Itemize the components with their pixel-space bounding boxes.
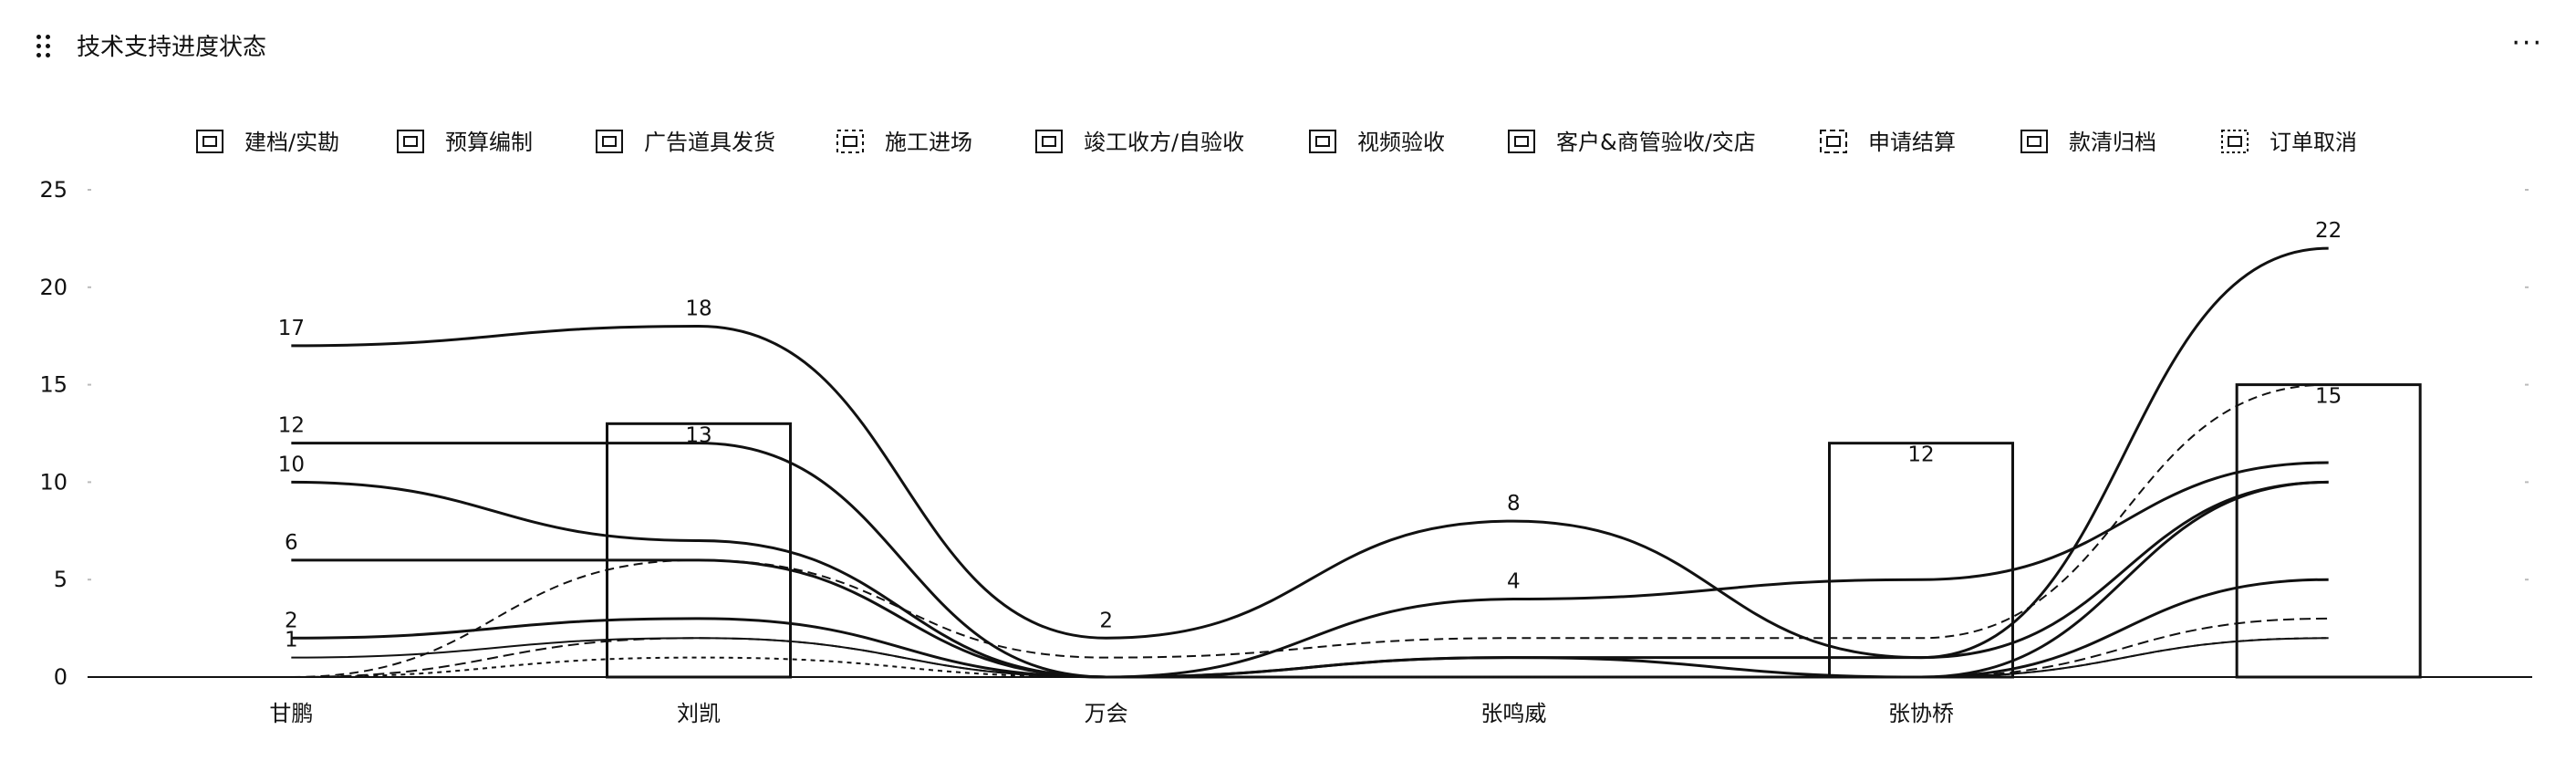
data-label: 4 [1507, 570, 1521, 594]
data-label: 12 [1907, 443, 1934, 467]
line-款清归档[interactable] [291, 637, 2329, 679]
bar-series [606, 383, 2422, 679]
legend-swatch-inner [843, 136, 857, 147]
legend-label: 竣工收方/自验收 [1084, 130, 1244, 155]
legend-swatch [2020, 130, 2048, 153]
y-tick-label: 25 [39, 177, 68, 203]
x-axis: 甘鹏 刘凯 万会 张鸣威 张协桥 [88, 676, 2532, 726]
legend-item-客户-商管验收-交店[interactable]: 客户&商管验收/交店 [1508, 130, 1756, 155]
line-series [291, 246, 2329, 679]
legend-swatch-inner [1042, 136, 1056, 147]
legend-swatch-inner [203, 136, 217, 147]
legend-swatch-inner [1826, 136, 1841, 147]
legend-label: 建档/实勘 [244, 130, 339, 155]
data-label: 17 [278, 317, 305, 340]
data-label: 8 [1507, 492, 1521, 516]
legend-label: 预算编制 [445, 130, 533, 155]
legend-label: 视频验收 [1357, 130, 1445, 155]
legend-swatch-inner [2027, 136, 2041, 147]
legend-label: 申请结算 [1868, 130, 1956, 155]
data-label: 1 [285, 629, 298, 652]
legend-label: 客户&商管验收/交店 [1556, 130, 1756, 155]
y-tick-label: 20 [39, 275, 68, 300]
legend-item-订单取消[interactable]: 订单取消 [2221, 130, 2357, 155]
legend-item-预算编制[interactable]: 预算编制 [397, 130, 533, 155]
y-axis: 0 5 10 15 20 25 [39, 177, 2529, 690]
y-tick-label: 0 [54, 664, 68, 690]
drag-handle-icon[interactable] [36, 35, 53, 62]
x-tick-label: 刘凯 [677, 701, 721, 726]
line-客户-商管验收-交店[interactable] [291, 578, 2329, 679]
data-label: 2 [1099, 609, 1113, 632]
legend-swatch-inner [1514, 136, 1529, 147]
bar-建档-实勘[interactable] [606, 422, 792, 679]
legend-item-竣工收方-自验收[interactable]: 竣工收方/自验收 [1035, 130, 1244, 155]
legend-swatch [196, 130, 223, 153]
legend-item-广告道具发货[interactable]: 广告道具发货 [596, 130, 775, 155]
legend-item-款清归档[interactable]: 款清归档 [2020, 130, 2156, 155]
legend-swatch [1508, 130, 1535, 153]
data-label: 18 [685, 297, 712, 321]
legend-swatch [397, 130, 424, 153]
legend-item-建档-实勘[interactable]: 建档/实勘 [196, 130, 339, 155]
card-header: 技术支持进度状态 ··· [0, 0, 2576, 88]
line-申请结算[interactable] [291, 617, 2329, 679]
legend-swatch [1820, 130, 1847, 153]
legend-swatch [1035, 130, 1063, 153]
legend-swatch [1309, 130, 1336, 153]
x-tick-label: 万会 [1085, 701, 1128, 726]
data-label: 22 [2315, 219, 2342, 243]
legend-label: 施工进场 [885, 130, 972, 155]
y-tick-label: 5 [54, 567, 68, 592]
y-tick-label: 15 [39, 372, 68, 398]
legend-item-申请结算[interactable]: 申请结算 [1820, 130, 1956, 155]
x-tick-label: 张鸣威 [1480, 701, 1546, 726]
data-label: 12 [278, 414, 305, 438]
legend-label: 款清归档 [2069, 130, 2156, 155]
data-label: 6 [285, 531, 298, 555]
legend-swatch-inner [1315, 136, 1330, 147]
legend-label: 广告道具发货 [644, 130, 775, 155]
legend-item-施工进场[interactable]: 施工进场 [836, 130, 972, 155]
data-label: 10 [278, 453, 305, 476]
legend-item-视频验收[interactable]: 视频验收 [1309, 130, 1445, 155]
bar-建档-实勘[interactable] [2235, 383, 2422, 679]
card-title: 技术支持进度状态 [77, 34, 267, 61]
line-订单取消[interactable] [291, 637, 2329, 679]
line-施工进场[interactable] [291, 383, 2329, 678]
line-预算编制[interactable] [291, 246, 2329, 660]
legend-swatch [2221, 130, 2249, 153]
x-tick-label: 张协桥 [1888, 701, 1954, 726]
chart-legend[interactable]: 建档/实勘 预算编制 广告道具发货 施工进场 竣工收方/自验收 视频验收 客户&商管验收/交… [196, 130, 2357, 155]
legend-label: 订单取消 [2270, 130, 2357, 155]
legend-swatch [836, 130, 864, 153]
legend-swatch-inner [2228, 136, 2242, 147]
more-icon[interactable]: ··· [2511, 27, 2543, 59]
line-广告道具发货[interactable] [291, 442, 2329, 679]
y-tick-label: 10 [39, 469, 68, 495]
legend-swatch-inner [403, 136, 418, 147]
data-label: 13 [685, 423, 712, 447]
legend-swatch-inner [602, 136, 617, 147]
data-label: 15 [2315, 385, 2342, 409]
data-label: 2 [285, 609, 298, 632]
x-tick-label: 甘鹏 [269, 701, 313, 726]
legend-swatch [596, 130, 623, 153]
